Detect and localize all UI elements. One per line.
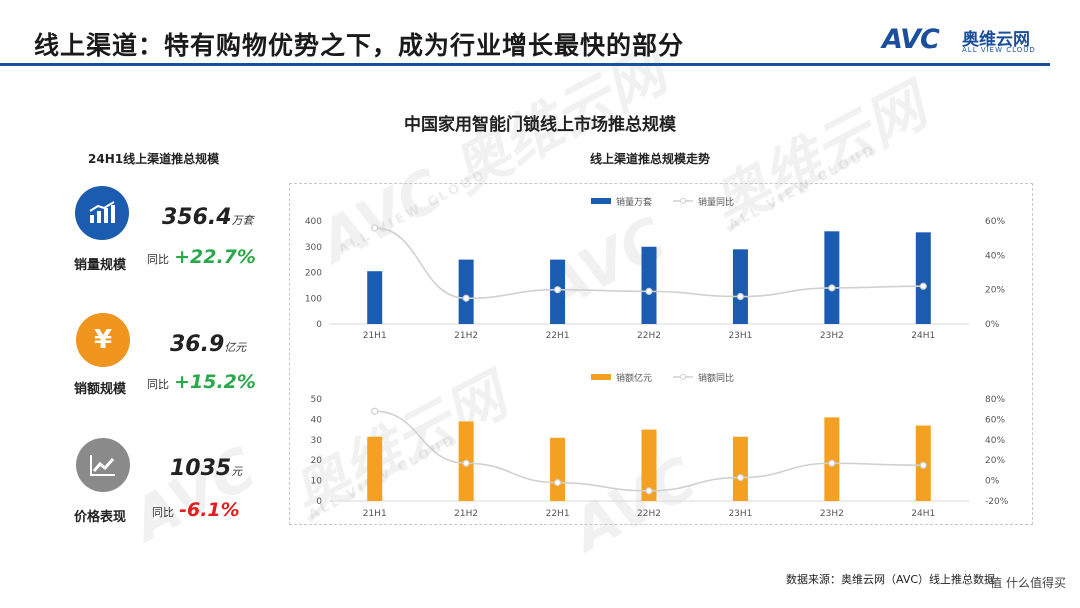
yen-icon: ¥ [93,325,113,355]
chart-area-frame [289,183,1033,525]
y2-tick-label: -20% [985,497,1009,507]
sales-amount-yoy: 同比 +15.2% [147,371,256,393]
yoy-point [919,282,927,290]
yoy-point [462,459,470,467]
bar-mark [824,417,840,501]
x-tick-label: 21H1 [363,509,387,519]
bar-mark [367,271,383,324]
yoy-point [736,292,745,301]
bar-chart-icon [89,201,115,223]
x-tick-label: 21H1 [363,331,387,341]
y-tick-label: 20 [311,456,323,466]
sales-amount-label: 销额规模 [74,382,127,397]
x-tick-label: 21H2 [454,509,478,519]
bar-mark [732,249,748,324]
y2-tick-label: 20% [985,456,1005,466]
bar-mark [641,429,657,501]
x-tick-label: 24H1 [911,331,935,341]
bar-mark [367,436,383,501]
x-tick-label: 23H1 [728,509,752,519]
yoy-point [371,224,379,232]
legend-line-label: 销量同比 [698,196,734,208]
legend-bar-swatch [591,374,611,380]
data-source-note: 数据来源：奥维云网（AVC）线上推总数据 [786,573,996,586]
y-tick-label: 400 [305,217,322,227]
y-tick-label: 30 [311,436,323,446]
y-tick-label: 40 [311,415,323,425]
y2-tick-label: 60% [985,415,1005,425]
x-tick-label: 22H2 [637,509,661,519]
x-tick-label: 24H1 [911,509,935,519]
price-value: 1035元 [170,456,243,481]
y2-tick-label: 40% [985,436,1005,446]
y-tick-label: 0 [316,497,322,507]
x-tick-label: 21H2 [454,331,478,341]
y2-tick-label: 20% [985,286,1005,296]
y2-tick-label: 40% [985,251,1005,261]
yoy-point [462,294,470,302]
sales-volume-value: 356.4万套 [162,205,254,230]
y-tick-label: 200 [305,269,322,279]
yoy-point [553,479,562,487]
main-title: 中国家用智能门锁线上市场推总规模 [404,115,676,135]
yoy-point [736,473,745,482]
left-panel-subtitle: 24H1线上渠道推总规模 [88,152,220,166]
y-tick-label: 0 [316,320,322,330]
legend-line-label: 销额同比 [698,372,734,384]
chart-panel-subtitle: 线上渠道推总规模走势 [590,152,711,166]
legend-line-marker [680,198,686,204]
price-yoy: 同比 -6.1% [152,499,240,521]
bar-mark [824,231,840,324]
price-label: 价格表现 [74,510,127,525]
sales-amount-value: 36.9亿元 [170,332,247,357]
yoy-point [645,487,653,495]
yoy-point [371,407,379,415]
y2-tick-label: 60% [985,217,1005,227]
price-icon-badge [76,438,130,492]
legend-line-marker [680,374,686,380]
bar-mark [458,259,474,324]
x-tick-label: 22H1 [546,331,570,341]
legend-bar-label: 销量万套 [616,196,652,208]
page-title: 线上渠道：特有购物优势之下，成为行业增长最快的部分 [34,31,685,60]
y-tick-label: 50 [311,395,323,405]
sales-amount-icon-badge: ¥ [76,313,130,367]
yoy-point [828,459,836,467]
legend-bar-swatch [591,198,611,204]
y2-tick-label: 0% [985,477,1000,487]
legend-bar-label: 销额亿元 [616,372,652,384]
y-tick-label: 300 [305,243,322,253]
x-tick-label: 22H1 [546,509,570,519]
yoy-point [553,286,562,294]
y-tick-label: 100 [305,294,322,304]
bar-mark [550,437,566,501]
bar-mark [915,232,931,324]
x-tick-label: 23H2 [820,331,844,341]
trend-icon [90,455,115,476]
x-tick-label: 23H1 [728,331,752,341]
y-tick-label: 10 [311,477,323,487]
yoy-point [645,287,653,295]
sales-volume-icon-badge [75,186,129,240]
x-tick-label: 23H2 [820,509,844,519]
avc-logo: AVC 奥维云网 ALL VIEW CLOUD [882,24,1036,55]
sales-volume-label: 销量规模 [74,258,127,273]
y2-tick-label: 0% [985,320,1000,330]
y2-tick-label: 80% [985,395,1005,405]
bar-mark [732,436,748,501]
site-watermark: 值 什么值得买 [990,576,1066,590]
header-divider [0,63,1050,66]
sales-volume-yoy: 同比 +22.7% [147,246,256,268]
x-tick-label: 22H2 [637,331,661,341]
yoy-point [919,461,927,469]
bar-mark [641,246,657,324]
yoy-point [828,284,836,292]
